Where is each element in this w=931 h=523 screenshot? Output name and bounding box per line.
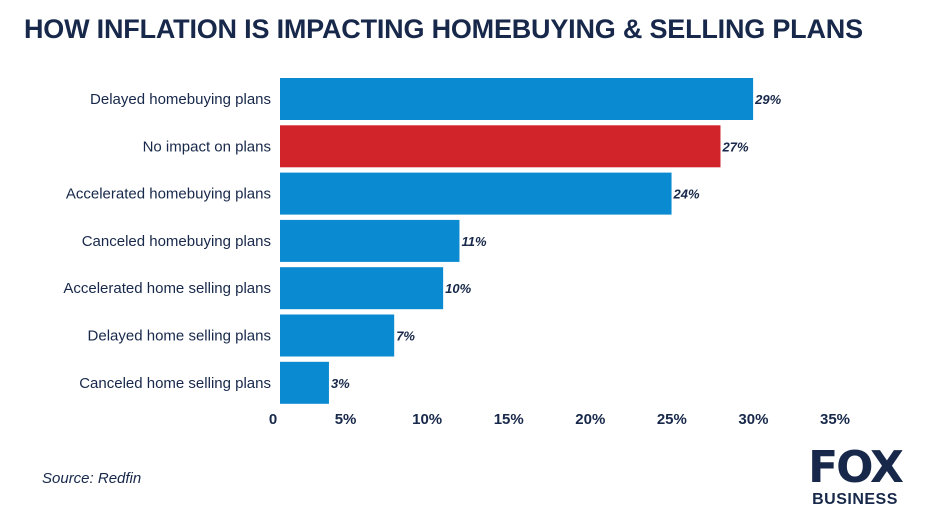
bar xyxy=(280,267,444,310)
data-label: 3% xyxy=(331,376,350,391)
bar xyxy=(280,172,672,215)
logo-business-text: BUSINESS xyxy=(812,491,898,508)
category-label: Canceled home selling plans xyxy=(79,375,271,392)
category-label: Accelerated homebuying plans xyxy=(66,186,271,203)
category-label: Canceled homebuying plans xyxy=(82,233,271,250)
x-tick-label: 35% xyxy=(820,411,850,428)
bar xyxy=(280,219,460,262)
category-label: Delayed homebuying plans xyxy=(90,91,271,108)
bar xyxy=(280,361,329,404)
category-label: No impact on plans xyxy=(143,138,271,155)
x-tick-label: 25% xyxy=(657,411,687,428)
data-label: 7% xyxy=(396,329,415,344)
x-tick-label: 5% xyxy=(335,411,357,428)
source-note: Source: Redfin xyxy=(42,470,142,487)
x-tick-label: 20% xyxy=(575,411,605,428)
category-label: Accelerated home selling plans xyxy=(63,280,271,297)
x-tick-label: 0 xyxy=(269,411,277,428)
bar xyxy=(280,314,395,357)
data-label: 24% xyxy=(673,187,700,202)
x-tick-label: 10% xyxy=(412,411,442,428)
data-label: 10% xyxy=(445,281,471,296)
bar xyxy=(280,125,721,168)
chart-title: HOW INFLATION IS IMPACTING HOMEBUYING & … xyxy=(24,14,863,44)
logo-fox-text: FOX xyxy=(808,442,904,493)
data-label: 27% xyxy=(721,139,748,154)
bar xyxy=(280,78,754,120)
data-label: 11% xyxy=(461,234,486,249)
data-label: 29% xyxy=(754,92,781,107)
fox-business-logo: FOX BUSINESS xyxy=(799,446,911,510)
x-tick-label: 15% xyxy=(494,411,524,428)
category-label: Delayed home selling plans xyxy=(88,328,271,345)
x-tick-label: 30% xyxy=(738,411,768,428)
